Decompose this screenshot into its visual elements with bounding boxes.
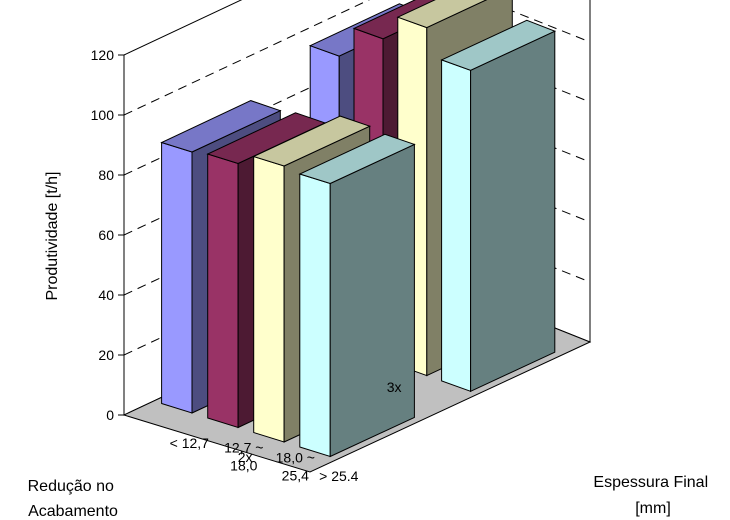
bar-2x-4 bbox=[298, 133, 416, 458]
bar-top-face bbox=[396, 0, 488, 29]
z-tick-label: 120 bbox=[91, 47, 115, 63]
bar-3x-4 bbox=[440, 19, 557, 393]
y-axis-tick-labels: 2x 3x bbox=[238, 379, 402, 465]
z-tick-label: 20 bbox=[98, 347, 114, 363]
bar-front-face bbox=[299, 173, 331, 458]
x-tick-label: 18,0 ~25,4 bbox=[276, 450, 315, 484]
z-axis-tick-labels: 0 20 40 60 80 100 120 bbox=[91, 47, 115, 423]
z-tick-label: 40 bbox=[98, 287, 114, 303]
x-axis-tick-labels: < 12,7 12,7 ~18,0 18,0 ~25,4 > 25.4 bbox=[170, 435, 359, 484]
bar-front-face bbox=[161, 141, 193, 414]
gridline bbox=[123, 0, 591, 116]
z-tick-label: 0 bbox=[106, 407, 114, 423]
bar-front-face bbox=[441, 59, 472, 393]
z-tick-label: 60 bbox=[98, 227, 114, 243]
x-axis-title-line-1: Espessura Final bbox=[593, 474, 708, 491]
z-tick-label: 100 bbox=[91, 107, 115, 123]
y-axis-title-line-2: Acabamento bbox=[28, 503, 118, 520]
bar-side-face bbox=[470, 30, 556, 393]
y-tick-label: 3x bbox=[387, 379, 402, 395]
y-tick-label: 2x bbox=[238, 449, 253, 465]
y-axis-title: Redução no Acabamento bbox=[28, 478, 119, 520]
x-tick-label: > 25.4 bbox=[319, 468, 359, 484]
x-tick-label: 12,7 ~18,0 bbox=[224, 439, 263, 473]
bar-top-face bbox=[440, 19, 557, 71]
x-axis-title-line-2: [mm] bbox=[635, 500, 671, 517]
bar-group bbox=[160, 0, 557, 458]
x-tick-label: < 12,7 bbox=[170, 435, 210, 451]
bar-front-face bbox=[207, 153, 239, 429]
z-axis-title: Produtividade [t/h] bbox=[44, 172, 61, 301]
bar-top-face bbox=[160, 100, 282, 153]
x-axis-title: Espessura Final [mm] bbox=[593, 474, 712, 517]
bar-side-face bbox=[329, 143, 415, 458]
z-tick-label: 80 bbox=[98, 167, 114, 183]
y-axis-title-line-1: Redução no bbox=[28, 478, 114, 495]
bar-top-face bbox=[252, 115, 372, 167]
bar-front-face bbox=[253, 155, 285, 443]
bar-top-face bbox=[298, 133, 416, 185]
